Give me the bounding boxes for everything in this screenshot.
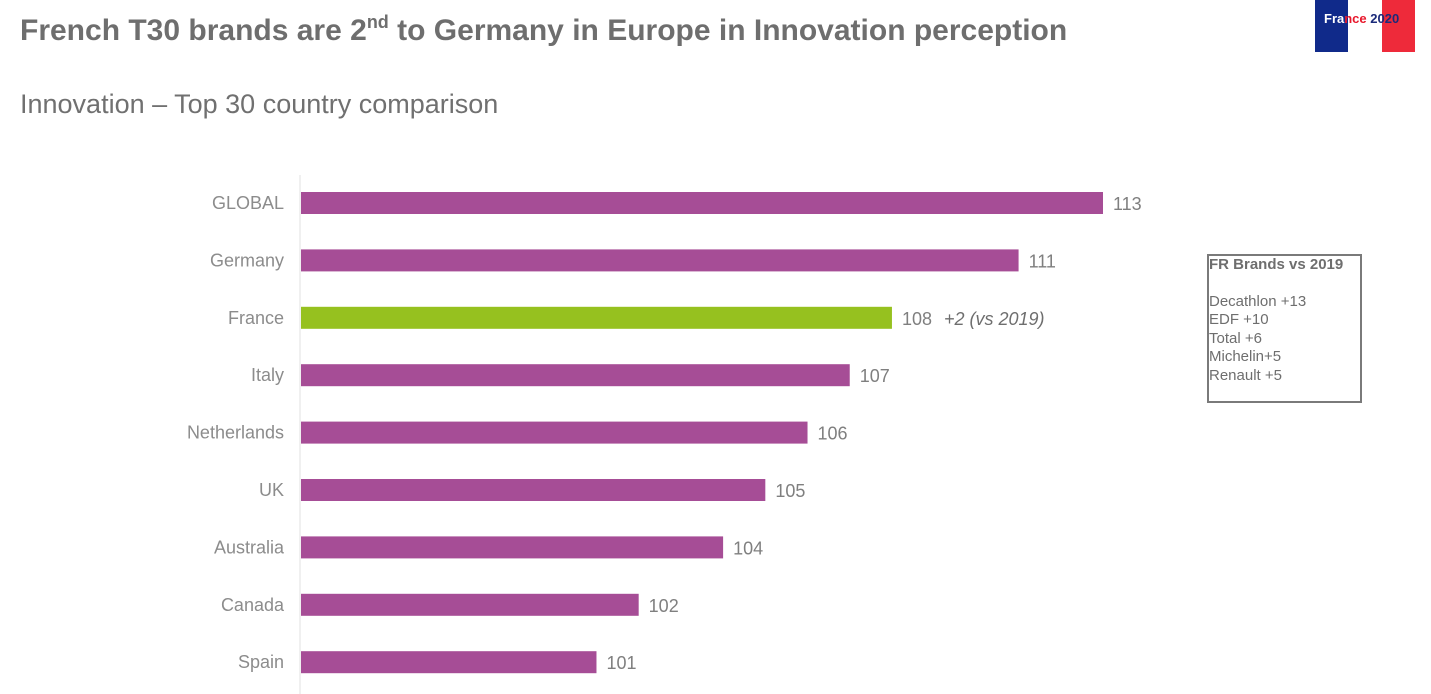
value-label: 108 [902,309,932,329]
category-label: Italy [251,365,284,385]
bar-italy [301,364,850,387]
flag-red-stripe [1381,0,1415,52]
value-label: 106 [818,424,848,444]
value-label: 102 [649,596,679,616]
callout-list: Decathlon +13 EDF +10 Total +6 Michelin+5 Re… [1209,293,1360,386]
bar-germany [301,249,1019,272]
bar-australia [301,536,724,559]
value-label: 107 [860,366,890,386]
bar-uk [301,479,766,501]
callout-heading: FR Brands vs 2019 [1209,256,1344,273]
category-label: Germany [210,250,284,270]
bar-spain [301,651,597,674]
page-title: French T30 brands are 2nd to Germany in … [20,12,1068,47]
bar-global [301,192,1103,214]
category-label: France [228,308,284,328]
value-label: 113 [1113,194,1142,214]
flag-blue-stripe [1315,0,1349,52]
value-label: 101 [606,653,636,673]
badge-label: France 2020 [1324,11,1400,26]
chart-subtitle: Innovation – Top 30 country comparison [20,89,499,119]
france-2020-badge: France 2020 [1315,0,1415,52]
change-annotation: +2 (vs 2019) [944,309,1045,329]
value-label: 104 [733,538,763,558]
value-label: 105 [775,481,805,501]
category-label: Australia [214,537,285,557]
callout-item: Decathlon +13 [1209,292,1307,310]
callout-item: EDF +10 [1209,311,1269,328]
value-label: 111 [1029,251,1056,271]
category-label: GLOBAL [212,193,284,213]
category-label: Spain [238,652,284,672]
bar-netherlands [301,421,808,444]
callout-item: Renault +5 [1209,366,1282,384]
callout-item: Total +6 [1209,329,1262,347]
category-label: Netherlands [187,423,284,443]
callout-item: Michelin+5 [1209,348,1282,365]
flag-white-stripe [1348,0,1382,52]
bar-france [301,306,892,329]
bar-canada [301,593,639,616]
fr-brands-callout: FR Brands vs 2019 Decathlon +13 EDF +10 To… [1207,254,1362,403]
category-label: UK [259,480,284,500]
category-label: Canada [221,595,285,615]
